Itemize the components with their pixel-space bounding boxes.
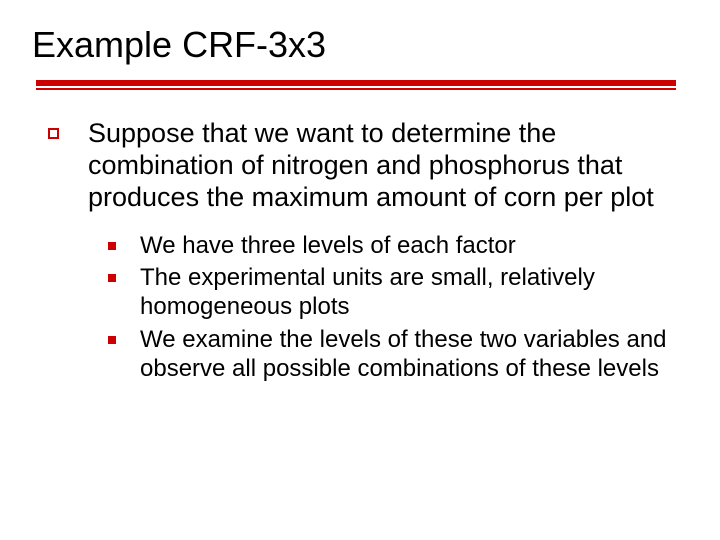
list-item-text: Suppose that we want to determine the co…: [88, 118, 674, 214]
slide-title: Example CRF-3x3: [32, 24, 684, 66]
list-item: We have three levels of each factor: [100, 232, 674, 261]
sub-list: We have three levels of each factor The …: [42, 232, 674, 384]
list-item-text: We examine the levels of these two varia…: [140, 326, 674, 384]
slide-body: Suppose that we want to determine the co…: [36, 118, 684, 384]
filled-square-bullet-icon: [100, 232, 140, 261]
filled-square-bullet-icon: [100, 326, 140, 384]
list-item: The experimental units are small, relati…: [100, 264, 674, 322]
slide: Example CRF-3x3 Suppose that we want to …: [0, 0, 720, 540]
title-rule-thin: [36, 88, 676, 90]
list-item: We examine the levels of these two varia…: [100, 326, 674, 384]
filled-square-bullet-icon: [100, 264, 140, 322]
hollow-square-bullet-icon: [42, 118, 88, 214]
list-item: Suppose that we want to determine the co…: [42, 118, 674, 214]
list-item-text: The experimental units are small, relati…: [140, 264, 674, 322]
list-item-text: We have three levels of each factor: [140, 232, 516, 261]
title-rule-thick: [36, 80, 676, 86]
